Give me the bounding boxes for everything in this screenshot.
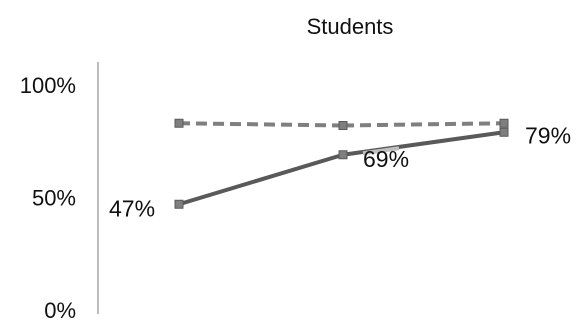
data-label: 47% [109, 195, 155, 221]
chart-title: Students [307, 14, 394, 39]
y-tick-label: 50% [32, 186, 76, 211]
series-1-point [338, 150, 348, 160]
series-2-point [499, 118, 509, 128]
series-1-segment [178, 152, 344, 207]
data-labels: 47% 69% 79% [109, 122, 571, 221]
series-2-segment [178, 121, 344, 128]
series-2-segment [342, 121, 505, 128]
series-1-segment-highlight [362, 146, 400, 156]
series-2-point [338, 121, 348, 130]
data-label: 69% [363, 146, 409, 172]
data-label: 79% [525, 122, 571, 148]
series-lines [178, 121, 505, 207]
y-tick-labels: 0% 50% 100% [20, 73, 76, 323]
series-2-point [174, 118, 184, 128]
y-tick-label: 0% [44, 298, 76, 323]
series-1-point [174, 199, 184, 209]
series-1-point [499, 127, 509, 137]
series-markers [174, 118, 509, 209]
y-tick-label: 100% [20, 73, 76, 98]
